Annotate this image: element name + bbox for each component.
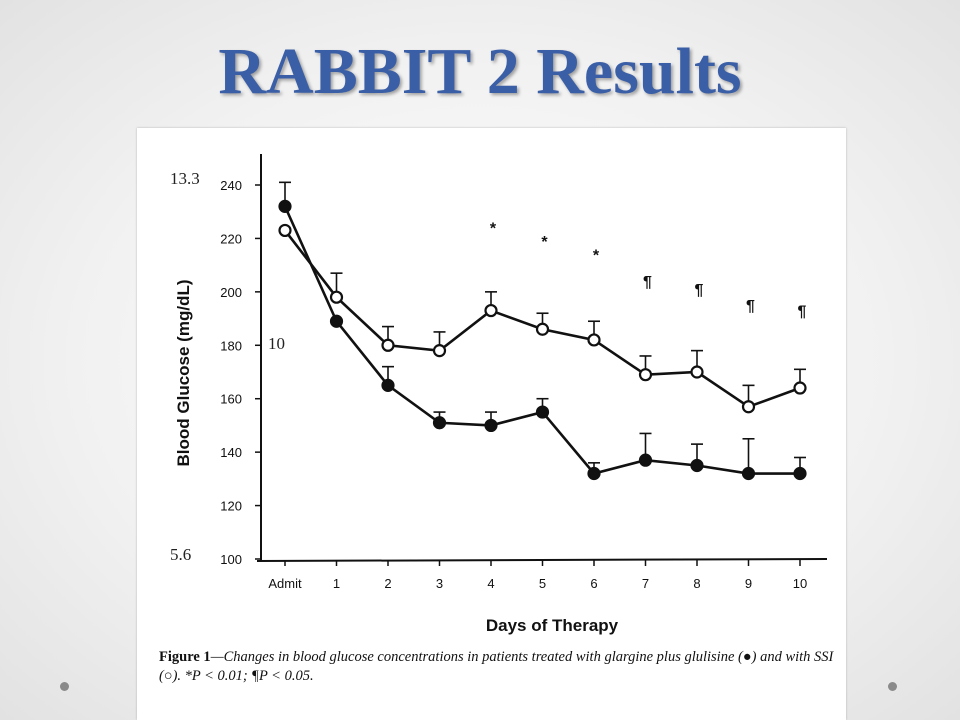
series-1-point-4 [484, 418, 498, 433]
x-tick-label-10: 10 [793, 576, 807, 591]
x-tick-label-8: 8 [693, 576, 700, 591]
x-tick-label-7: 7 [642, 576, 649, 591]
x-tick-label-3: 3 [436, 576, 443, 591]
series-1-point-10 [793, 466, 807, 481]
series-2-point-10 [793, 381, 807, 395]
y-tick-label-220: 220 [220, 231, 242, 246]
series-1-point-1 [329, 314, 344, 328]
nav-dot-left [60, 682, 69, 691]
series-1-point-2 [381, 378, 395, 392]
series-1-point-3 [432, 416, 447, 430]
series-1-point-8 [690, 458, 704, 473]
series-1-point-7 [638, 453, 653, 467]
series-1-point-0 [278, 199, 292, 213]
series-1-point-5 [535, 405, 550, 419]
figure-caption-text: —Changes in blood glucose concentrations… [159, 649, 834, 684]
glucose-line-chart: 100 120 140 160 180 200 220 240 Admit 1 2 3 4 5 6 7 8 9 10… [174, 154, 828, 635]
series-2-point-5 [535, 322, 550, 336]
x-tick-label-admit: Admit [268, 576, 302, 591]
x-tick-label-6: 6 [590, 576, 597, 591]
x-tick-label-4: 4 [487, 576, 494, 591]
significance-mark-day-5: * [541, 234, 548, 251]
series-2-point-7 [638, 368, 653, 382]
series-2-point-8 [690, 365, 704, 379]
y-tick-label-140: 140 [220, 445, 242, 460]
series-2-point-6 [587, 333, 601, 347]
figure-caption: Figure 1—Changes in blood glucose concen… [159, 648, 839, 686]
y-tick-label-100: 100 [220, 552, 242, 567]
significance-mark-day-4: * [490, 221, 497, 238]
significance-mark-day-7: ¶ [643, 274, 652, 291]
x-axis-title: Days of Therapy [486, 616, 619, 635]
series-2-point-4 [484, 303, 498, 318]
y-tick-label-160: 160 [220, 392, 242, 407]
x-tick-label-2: 2 [384, 576, 391, 591]
slide-title: RABBIT 2 Results [218, 35, 742, 108]
significance-mark-day-9: ¶ [746, 298, 755, 315]
x-tick-label-1: 1 [333, 576, 340, 591]
significance-mark-day-10: ¶ [798, 304, 807, 321]
mmol-label-13-3: 13.3 [169, 168, 201, 189]
y-tick-label-200: 200 [220, 285, 242, 300]
x-tick-label-5: 5 [539, 576, 546, 591]
series-2-point-2 [381, 338, 395, 352]
y-tick-label-120: 120 [220, 499, 242, 514]
y-axis-title: Blood Glucose (mg/dL) [174, 280, 193, 467]
figure-caption-label: Figure 1 [159, 649, 211, 665]
series-2-point-1 [329, 290, 344, 304]
significance-mark-day-8: ¶ [695, 282, 704, 299]
mmol-label-5-6: 5.6 [169, 545, 193, 566]
x-tick-label-9: 9 [745, 576, 752, 591]
y-tick-label-240: 240 [220, 178, 242, 193]
series-2-point-3 [432, 344, 447, 358]
series-1-point-6 [587, 466, 601, 481]
y-tick-label-180: 180 [220, 338, 242, 353]
significance-mark-day-6: * [593, 247, 600, 264]
series-1-point-9 [741, 466, 756, 481]
series-2-point-0 [278, 223, 292, 238]
figure-panel: 100 120 140 160 180 200 220 240 Admit 1 2 3 4 5 6 7 8 9 10… [137, 128, 846, 720]
nav-dot-right [888, 682, 897, 691]
series-2-point-9 [741, 400, 756, 414]
mmol-label-10: 10 [267, 334, 286, 355]
